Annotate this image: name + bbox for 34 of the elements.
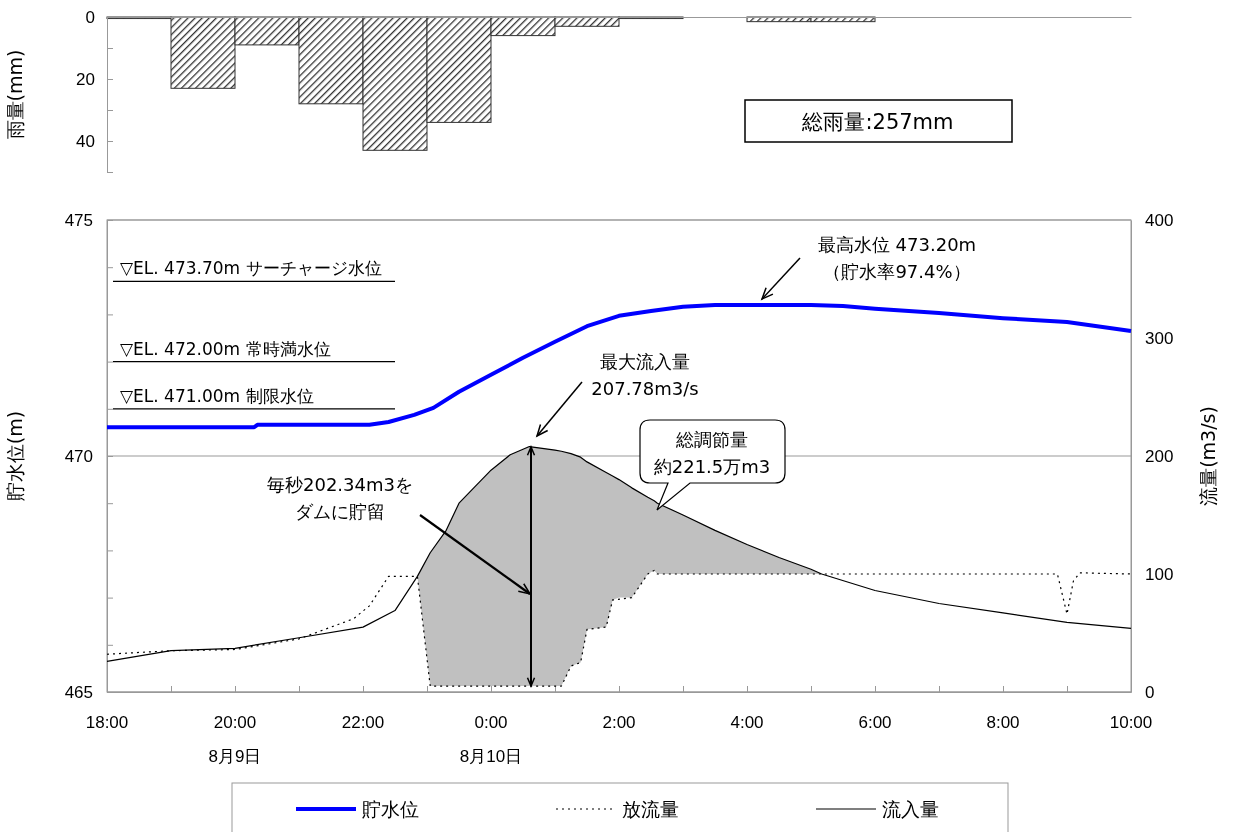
legend-label: 貯水位 — [362, 798, 419, 820]
x-tick-label: 10:00 — [1109, 713, 1153, 732]
x-tick-label: 18:00 — [85, 713, 129, 732]
x-tick-label: 0:00 8月10日 — [459, 713, 523, 766]
y2-tick-label: 200 — [1145, 446, 1174, 466]
legend-label: 流入量 — [882, 798, 939, 820]
x-tick-label: 4:00 — [730, 713, 764, 732]
y2-axis-title: 流量(m3/s) — [1197, 406, 1219, 506]
x-tick-label: 6:00 — [858, 713, 892, 732]
x-tick-label: 8:00 — [986, 713, 1020, 732]
ref-line-label: ▽EL. 473.70m サーチャージ水位 — [120, 258, 382, 279]
y2-tick-label: 0 — [1145, 682, 1155, 702]
annotation: 最大流入量 207.78m3/s — [591, 351, 699, 399]
y-tick-label: 0 — [85, 7, 95, 27]
y-tick-label: 470 — [64, 446, 93, 466]
y-axis-title: 雨量(mm) — [4, 49, 26, 140]
y-axis-title: 貯水位(m) — [4, 410, 26, 502]
annotation: 総雨量:257mm — [801, 110, 954, 134]
y2-tick-label: 400 — [1145, 210, 1174, 230]
y-tick-label: 20 — [76, 69, 95, 89]
legend-label: 放流量 — [622, 798, 679, 820]
annotation: 最高水位 473.20m （貯水率97.4%） — [817, 234, 977, 282]
ref-line-label: ▽EL. 472.00m 常時満水位 — [120, 338, 331, 359]
annotation: 総調節量約221.5万m3 — [653, 429, 771, 477]
annotation: 毎秒202.34m3をダムに貯留 — [267, 474, 413, 522]
y-tick-label: 465 — [64, 682, 93, 702]
x-tick-label: 2:00 — [602, 713, 636, 732]
y2-tick-label: 100 — [1145, 564, 1174, 584]
x-tick-label: 20:00 8月9日 — [208, 713, 262, 766]
y-tick-label: 475 — [64, 210, 93, 230]
x-tick-label: 22:00 — [341, 713, 385, 732]
y-tick-label: 40 — [76, 131, 95, 151]
y2-tick-label: 300 — [1145, 328, 1174, 348]
ref-line-label: ▽EL. 471.00m 制限水位 — [120, 385, 314, 406]
